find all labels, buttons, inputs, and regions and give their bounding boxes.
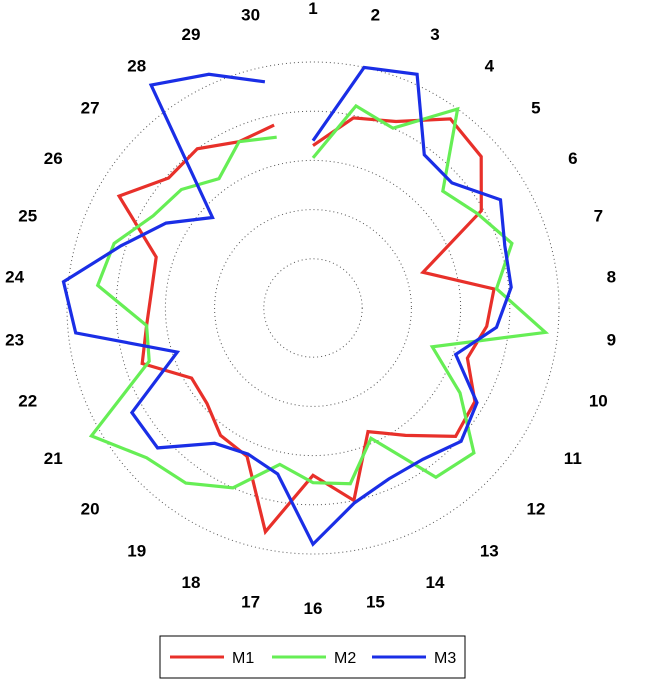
angle-tick-label: 18 [182,573,201,592]
grid-ring [214,209,412,407]
angle-tick-label: 4 [485,56,495,75]
legend-label-m2: M2 [334,650,356,667]
angle-tick-label: 5 [531,98,540,117]
angle-tick-label: 19 [127,542,146,561]
angle-tick-label: 3 [430,25,439,44]
series-layer [61,65,550,547]
angle-tick-label: 13 [480,542,499,561]
series-line-m3 [61,65,513,547]
grid-ring [66,61,560,555]
angle-tick-label: 10 [589,392,608,411]
angle-tick-label: 2 [371,6,380,25]
angle-tick-label: 20 [81,500,100,519]
angle-tick-label: 25 [18,206,37,225]
angle-tick-label: 29 [182,25,201,44]
grid-rings [66,61,560,555]
angle-tick-label: 11 [564,449,582,468]
angle-tick-label: 1 [308,0,317,18]
angle-tick-label: 26 [44,149,63,168]
legend-label-m1: M1 [232,650,254,667]
angle-tick-label: 23 [5,330,24,349]
angle-tick-label: 9 [607,330,616,349]
angle-tick-label: 24 [5,268,24,287]
grid-ring [115,110,511,506]
angle-tick-label: 30 [241,6,260,25]
series-line-m1 [116,116,496,536]
angle-tick-label: 22 [18,392,37,411]
grid-ring [164,159,462,457]
grid-ring [263,258,363,358]
angle-tick-label: 16 [304,599,323,618]
legend-label-m3: M3 [434,650,456,667]
angle-tick-label: 21 [44,449,63,468]
angle-tick-label: 14 [426,573,445,592]
legend: M1 M2 M3 [159,635,466,679]
angle-tick-label: 8 [607,268,616,287]
angle-tick-label: 27 [81,98,100,117]
angle-tick-label: 12 [526,500,545,519]
angle-tick-label: 17 [241,592,260,611]
series-line-m2 [88,103,550,490]
angle-tick-label: 6 [568,149,577,168]
angle-tick-label: 28 [127,56,146,75]
angle-tick-label: 7 [594,206,603,225]
angle-tick-labels: 1 234567891011121314151617181920212223242… [5,0,616,618]
angle-tick-label: 15 [366,592,385,611]
